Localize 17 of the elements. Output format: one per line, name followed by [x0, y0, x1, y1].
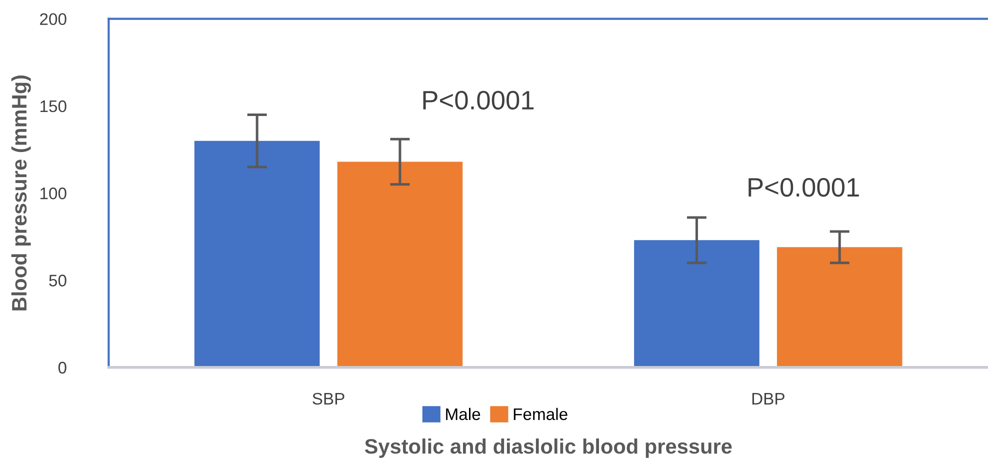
y-axis-title: Blood pressure (mmHg): [11, 75, 31, 310]
bar: [634, 240, 760, 368]
x-axis-title: Systolic and diaslolic blood pressure: [364, 438, 732, 458]
y-tick-label: 100: [40, 188, 66, 200]
bar: [337, 162, 463, 368]
y-tick-label: 50: [49, 274, 66, 286]
x-tick-label: SBP: [312, 392, 344, 405]
bar: [776, 247, 902, 368]
legend-label: Female: [514, 408, 568, 420]
legend-label: Male: [446, 408, 480, 420]
y-tick-label: 150: [40, 100, 66, 112]
x-tick-label: DBP: [752, 392, 784, 404]
y-tick-label: 200: [40, 13, 66, 26]
annotation: P<0.0001: [748, 178, 859, 197]
y-tick-label: 0: [58, 362, 66, 374]
annotation: P<0.0001: [423, 90, 534, 110]
bar: [194, 140, 320, 368]
